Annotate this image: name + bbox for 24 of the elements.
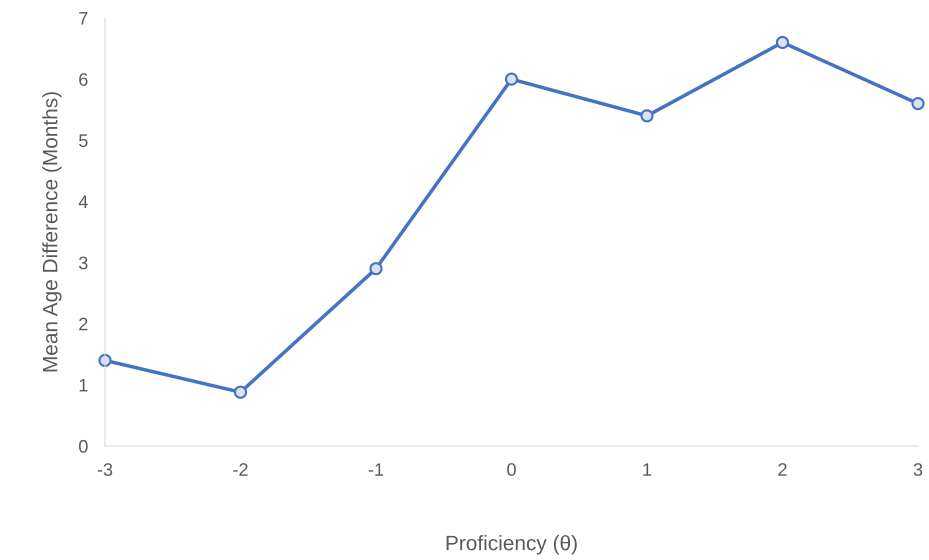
point: [640, 109, 654, 122]
x-tick-label: 1: [643, 463, 652, 476]
x-tick-label: 3: [914, 463, 922, 476]
x-tick-label: -2: [233, 463, 248, 476]
y-tick-label: 3: [78, 256, 88, 270]
x-tick-label: 2: [778, 463, 787, 476]
y-tick-label: 5: [79, 134, 88, 148]
y-axis-title: Mean Age Difference (Months): [42, 92, 62, 372]
y-tick-label: 4: [78, 196, 88, 208]
x-tick-label: -3: [98, 463, 112, 476]
x-tick-label: 0: [507, 463, 516, 476]
y-tick-label: 2: [79, 318, 88, 330]
y-tick-label: 6: [79, 73, 88, 86]
x-tick-label: -1: [368, 463, 384, 476]
point: [98, 354, 112, 367]
y-tick-label: 7: [79, 12, 88, 25]
point: [504, 72, 518, 86]
point: [911, 97, 925, 110]
point: [234, 386, 248, 399]
y-tick-label: 0: [79, 440, 88, 453]
y-tick-label: 1: [80, 378, 88, 392]
point: [776, 36, 790, 50]
point: [369, 262, 383, 276]
x-axis-title: Proficiency (θ): [446, 535, 577, 554]
